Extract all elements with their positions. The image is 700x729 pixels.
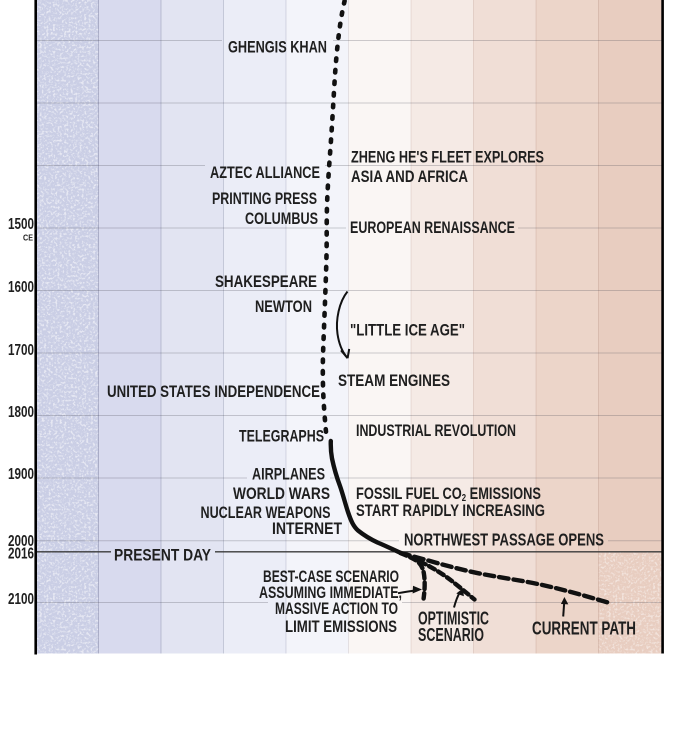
svg-text:ASSUMING IMMEDIATE,: ASSUMING IMMEDIATE,	[259, 584, 402, 602]
svg-text:START RAPIDLY INCREASING: START RAPIDLY INCREASING	[356, 502, 545, 520]
svg-text:1800: 1800	[8, 404, 34, 421]
svg-text:2000: 2000	[8, 533, 34, 550]
svg-text:NEWTON: NEWTON	[255, 298, 312, 316]
svg-text:SHAKESPEARE: SHAKESPEARE	[215, 273, 317, 291]
svg-text:AZTEC ALLIANCE: AZTEC ALLIANCE	[210, 164, 320, 182]
svg-text:PRINTING PRESS: PRINTING PRESS	[212, 190, 317, 208]
svg-text:INDUSTRIAL REVOLUTION: INDUSTRIAL REVOLUTION	[356, 422, 516, 440]
svg-text:STEAM ENGINES: STEAM ENGINES	[338, 372, 450, 390]
svg-text:OPTIMISTIC: OPTIMISTIC	[418, 609, 489, 629]
svg-text:BEST-CASE SCENARIO: BEST-CASE SCENARIO	[263, 568, 399, 586]
svg-text:EUROPEAN RENAISSANCE: EUROPEAN RENAISSANCE	[350, 219, 515, 237]
svg-text:UNITED STATES INDEPENDENCE: UNITED STATES INDEPENDENCE	[107, 383, 320, 401]
svg-text:ZHENG HE'S FLEET EXPLORES: ZHENG HE'S FLEET EXPLORES	[351, 149, 544, 167]
svg-text:2100: 2100	[8, 591, 34, 608]
svg-text:1700: 1700	[8, 342, 34, 359]
svg-text:2016: 2016	[8, 546, 34, 563]
svg-text:1900: 1900	[8, 466, 34, 483]
svg-text:TELEGRAPHS: TELEGRAPHS	[239, 428, 324, 446]
svg-text:COLUMBUS: COLUMBUS	[245, 210, 318, 228]
svg-text:MASSIVE ACTION TO: MASSIVE ACTION TO	[275, 600, 398, 618]
svg-text:FOSSIL FUEL CO2 EMISSIONS: FOSSIL FUEL CO2 EMISSIONS	[356, 485, 541, 504]
svg-text:PRESENT DAY: PRESENT DAY	[114, 547, 211, 565]
svg-text:CURRENT PATH: CURRENT PATH	[532, 618, 636, 639]
svg-text:SCENARIO: SCENARIO	[418, 625, 484, 645]
svg-text:INTERNET: INTERNET	[272, 520, 342, 538]
svg-text:CE: CE	[23, 234, 34, 243]
svg-text:"LITTLE ICE AGE": "LITTLE ICE AGE"	[350, 322, 465, 340]
svg-text:1500: 1500	[8, 216, 34, 233]
svg-text:NUCLEAR WEAPONS: NUCLEAR WEAPONS	[201, 504, 331, 522]
svg-text:WORLD WARS: WORLD WARS	[233, 485, 330, 503]
svg-text:NORTHWEST PASSAGE OPENS: NORTHWEST PASSAGE OPENS	[404, 530, 604, 550]
svg-text:LIMIT EMISSIONS: LIMIT EMISSIONS	[285, 618, 397, 636]
svg-text:ASIA AND AFRICA: ASIA AND AFRICA	[351, 168, 468, 186]
svg-text:1600: 1600	[8, 279, 34, 296]
svg-text:AIRPLANES: AIRPLANES	[252, 466, 325, 484]
svg-text:GHENGIS KHAN: GHENGIS KHAN	[228, 39, 327, 57]
